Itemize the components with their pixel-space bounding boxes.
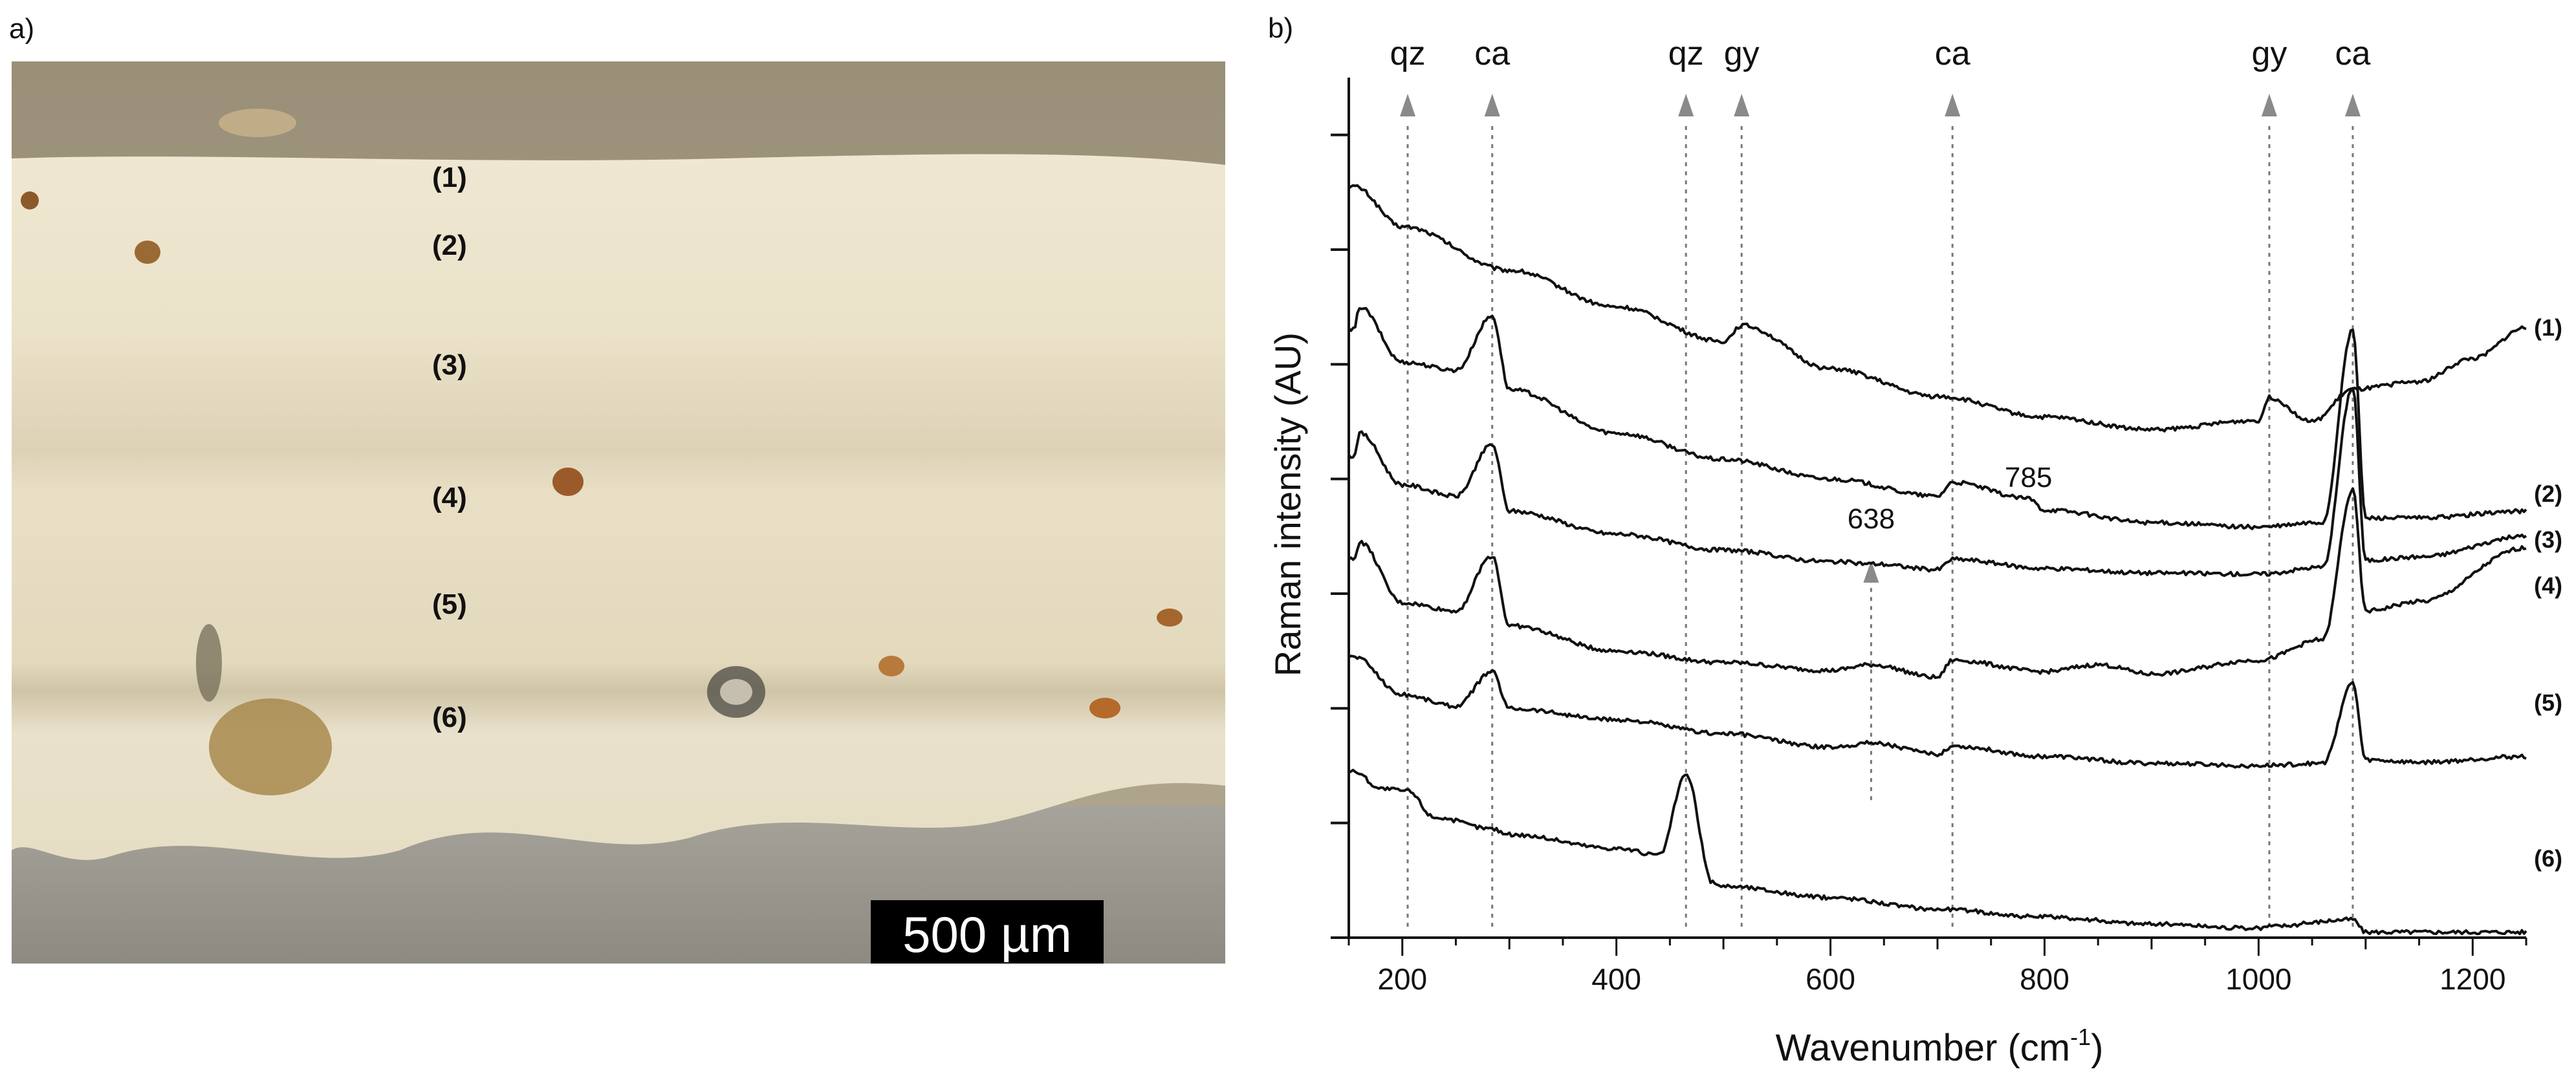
scale-bar-box: 500 µm — [871, 900, 1104, 964]
peak-arrow-2 — [1678, 94, 1694, 116]
peak-label-1: ca — [1474, 35, 1510, 72]
series-label-4: (4) — [2534, 572, 2562, 599]
x-axis-label-sup: -1 — [2070, 1024, 2091, 1050]
annotation-label-0: 785 — [2005, 462, 2052, 493]
series-label-5: (5) — [2534, 689, 2562, 716]
peak-arrow-5 — [2261, 94, 2277, 116]
series-line-6 — [1348, 768, 2527, 936]
layer-label-2: (2) — [432, 230, 467, 261]
peak-label-6: ca — [2335, 35, 2371, 72]
x-tick-label-3: 800 — [2020, 962, 2069, 996]
y-axis-label: Raman intensity (AU) — [1267, 332, 1308, 676]
layer-label-5: (5) — [432, 588, 467, 620]
series-line-2 — [1348, 307, 2527, 530]
layer-label-3: (3) — [432, 349, 467, 381]
x-tick-label-2: 600 — [1806, 962, 1855, 996]
x-tick-label-0: 200 — [1377, 962, 1427, 996]
series-line-3 — [1348, 387, 2527, 577]
panel-a-label: a) — [9, 13, 35, 45]
layer-label-1: (1) — [432, 162, 467, 193]
peak-arrow-3 — [1734, 94, 1750, 116]
x-tick-label-5: 1200 — [2440, 962, 2505, 996]
cross-section-photo: (1) (2) (3) (4) (5) (6) 500 µm — [12, 61, 1225, 964]
x-axis-label-close: ) — [2091, 1027, 2103, 1069]
annotation-label-1: 638 — [1848, 503, 1895, 535]
peak-arrow-1 — [1484, 94, 1500, 116]
peak-label-3: gy — [1724, 35, 1760, 72]
peak-label-4: ca — [1935, 35, 1970, 72]
peak-arrow-4 — [1945, 94, 1961, 116]
series-label-6: (6) — [2534, 845, 2562, 872]
peak-arrow-0 — [1400, 94, 1415, 116]
x-tick-label-4: 1000 — [2225, 962, 2291, 996]
scale-bar-text: 500 µm — [902, 906, 1072, 963]
peak-label-5: gy — [2251, 35, 2287, 72]
series-line-4 — [1348, 487, 2527, 680]
annotation-arrow-638 — [1863, 560, 1879, 583]
x-axis-label: Wavenumber (cm-1) — [1776, 1024, 2104, 1069]
series-label-1: (1) — [2534, 314, 2562, 341]
series-line-1 — [1348, 184, 2527, 433]
x-tick-label-1: 400 — [1591, 962, 1641, 996]
layer-label-4: (4) — [432, 482, 467, 513]
x-axis-label-main: Wavenumber (cm — [1776, 1027, 2071, 1069]
layer-label-6: (6) — [432, 702, 467, 733]
panel-b-label: b) — [1268, 12, 1293, 44]
series-label-3: (3) — [2534, 526, 2562, 553]
series-line-5 — [1348, 654, 2527, 769]
peak-label-2: qz — [1668, 35, 1704, 72]
peak-arrow-6 — [2344, 94, 2361, 116]
peak-label-0: qz — [1390, 35, 1426, 72]
series-label-2: (2) — [2534, 480, 2562, 507]
